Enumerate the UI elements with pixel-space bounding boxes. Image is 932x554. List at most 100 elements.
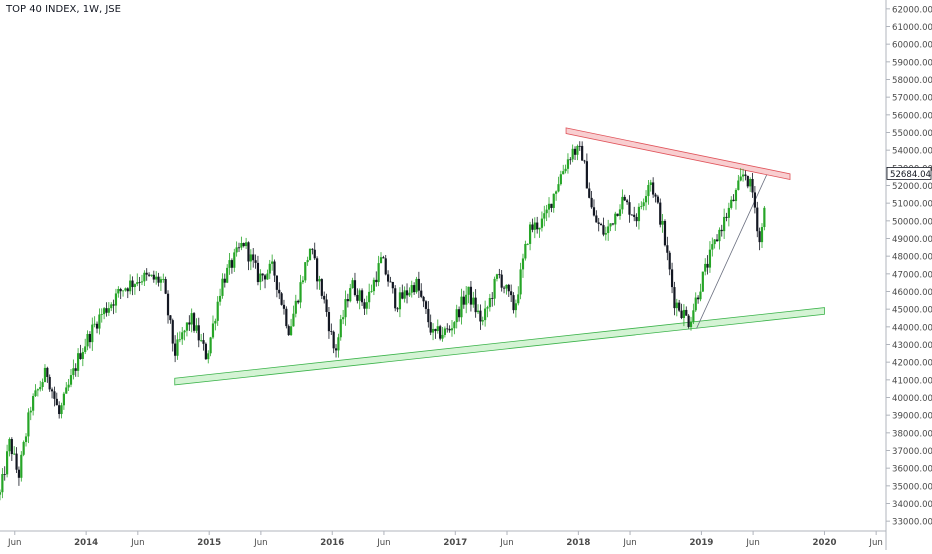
price-tick-label: 43000.00 (892, 341, 932, 351)
candle-body (753, 192, 756, 208)
candle-body (538, 227, 541, 230)
candle-body (147, 274, 151, 276)
candle-body (103, 308, 106, 315)
price-tick-label: 58000.00 (892, 76, 932, 86)
candle-body (313, 249, 316, 259)
candle-body (228, 260, 231, 268)
candle-body (209, 337, 212, 354)
candle-body (133, 284, 136, 288)
candle-body (673, 287, 676, 309)
candles-layer (0, 141, 766, 501)
candle-body (346, 299, 349, 302)
candle-body (29, 410, 32, 413)
candle-body (614, 213, 617, 225)
candle-body (157, 276, 160, 283)
candle-body (311, 248, 314, 250)
price-tick-label: 54000.00 (892, 147, 932, 157)
candle-body (204, 343, 207, 360)
candle-body (604, 233, 607, 235)
candle-body (545, 209, 548, 214)
candle-body (727, 207, 730, 218)
candle-body (98, 314, 101, 329)
candle-body (332, 331, 335, 349)
candle-body (398, 292, 402, 310)
candle-body (195, 325, 198, 331)
candle-body (304, 262, 307, 281)
candle-body (526, 243, 529, 245)
candle-body (715, 239, 719, 242)
candle-body (235, 247, 238, 253)
candle-body (188, 322, 191, 325)
candle-body (86, 333, 89, 347)
candle-body (708, 249, 712, 268)
candle-body (10, 439, 13, 455)
candle-body (221, 278, 224, 296)
candle-body (275, 275, 278, 290)
candle-body (382, 257, 385, 259)
candle-body (590, 197, 593, 208)
candle-body (110, 304, 113, 309)
candle-body (479, 310, 482, 322)
time-tick-label: Jun (499, 538, 513, 548)
candle-body (74, 368, 77, 371)
candle-body (174, 343, 177, 356)
candle-body (46, 367, 49, 377)
candle-body (41, 382, 44, 388)
candle-body (84, 346, 87, 352)
resistance-channel[interactable] (565, 127, 791, 180)
candle-body (573, 148, 577, 155)
candle-body (415, 278, 418, 293)
candle-body (372, 279, 375, 292)
candle-body (240, 242, 243, 248)
candle-body (744, 174, 747, 176)
candle-body (486, 307, 489, 309)
candle-body (280, 293, 283, 305)
candle-body (746, 175, 749, 187)
candle-body (15, 453, 18, 470)
candle-body (271, 261, 274, 264)
candle-body (635, 216, 638, 222)
candle-body (562, 171, 565, 175)
candle-body (680, 310, 683, 319)
candle-body (656, 196, 659, 203)
candle-body (699, 291, 702, 300)
candle-body (689, 321, 693, 327)
price-axis[interactable]: 33000.00 34000.00 35000.00 36000.00 37000.00… (885, 0, 932, 550)
candle-body (642, 202, 645, 207)
candle-body (578, 145, 581, 147)
candle-body (495, 274, 499, 279)
candle-body (592, 207, 596, 216)
candle-body (223, 278, 226, 283)
candle-body (654, 194, 657, 197)
candle-body (633, 214, 636, 217)
candle-body (50, 389, 54, 392)
price-tick-label: 49000.00 (892, 235, 932, 245)
candle-body (273, 261, 276, 276)
candle-body (514, 303, 517, 311)
candle-body (136, 282, 139, 285)
candle-body (124, 288, 127, 291)
candle-body (131, 280, 134, 288)
candle-body (422, 296, 425, 302)
time-axis[interactable]: Jun 2014 Jun 2015 Jun 2016 Jun 2017 Jun 2018 Jun 20… (0, 530, 886, 548)
time-tick-label: 2017 (443, 538, 467, 548)
candle-body (3, 474, 6, 475)
price-tick-label: 46000.00 (892, 288, 932, 298)
candle-body (252, 254, 255, 261)
candle-body (583, 160, 586, 162)
price-tick-label: 44000.00 (892, 323, 932, 333)
candle-body (62, 393, 65, 406)
candle-body (39, 387, 42, 390)
candle-body (443, 328, 446, 335)
candle-body (259, 273, 262, 283)
price-tick-label: 47000.00 (892, 270, 932, 280)
candle-body (519, 269, 522, 295)
candle-body (200, 340, 203, 341)
candle-body (488, 298, 491, 308)
candle-body (93, 323, 96, 325)
candle-body (266, 273, 269, 280)
support-channel[interactable] (174, 307, 825, 386)
candle-body (652, 182, 655, 195)
